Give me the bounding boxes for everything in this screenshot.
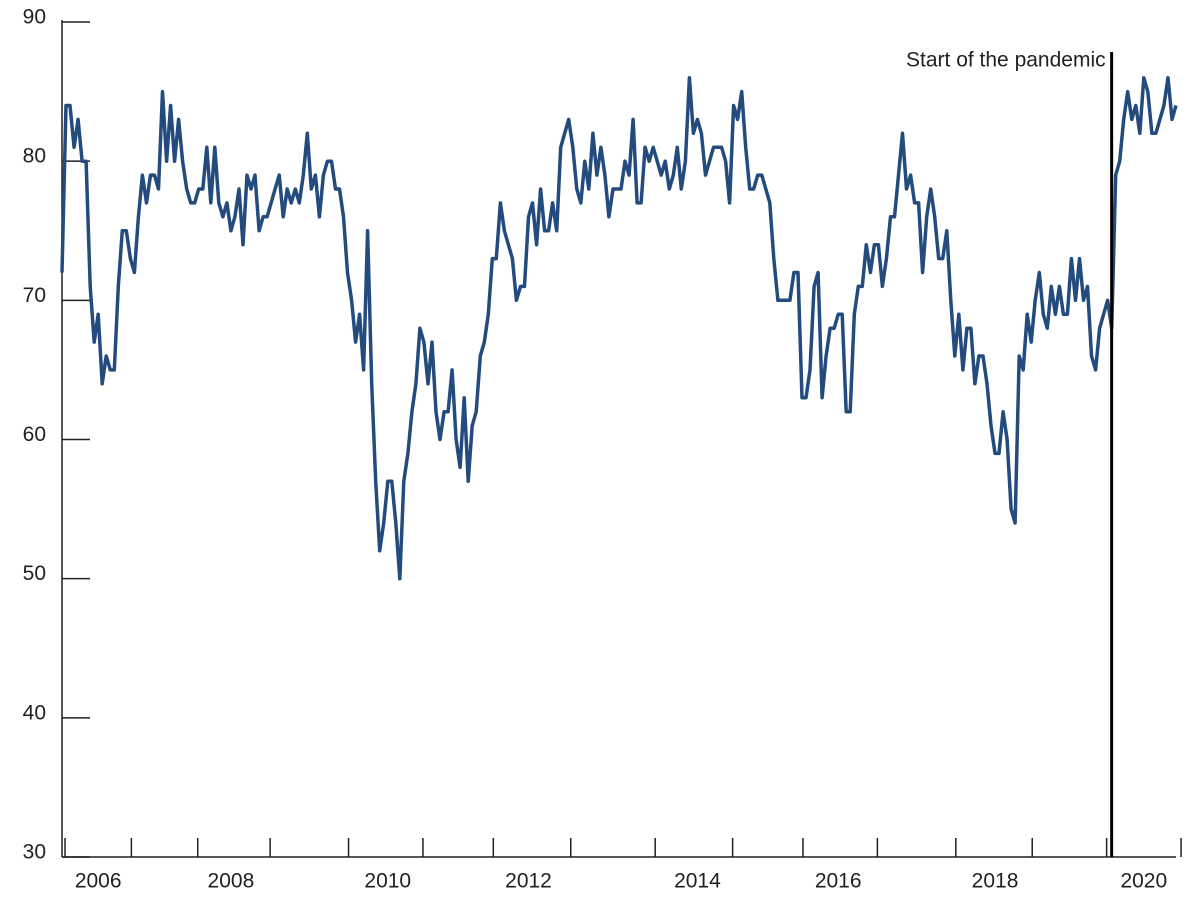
y-tick-label: 50	[23, 562, 46, 585]
x-tick-label: 2016	[815, 870, 862, 893]
y-tick-label: 30	[23, 841, 46, 864]
x-tick-label: 2014	[674, 870, 721, 893]
x-tick-label: 2020	[1120, 870, 1167, 893]
x-tick-label: 2012	[505, 870, 552, 893]
x-tick-label: 2006	[75, 870, 122, 893]
y-tick-label: 80	[23, 145, 46, 168]
data-line	[60, 75, 1178, 581]
y-tick-label: 90	[23, 6, 46, 29]
x-tick-label: 2008	[208, 870, 255, 893]
x-tick-label: 2010	[364, 870, 411, 893]
y-tick-label: 60	[23, 423, 46, 446]
y-tick-label: 70	[23, 284, 46, 307]
y-tick-label: 40	[23, 701, 46, 724]
x-tick-label: 2018	[972, 870, 1019, 893]
annotation: Start of the pandemic	[906, 49, 1106, 72]
